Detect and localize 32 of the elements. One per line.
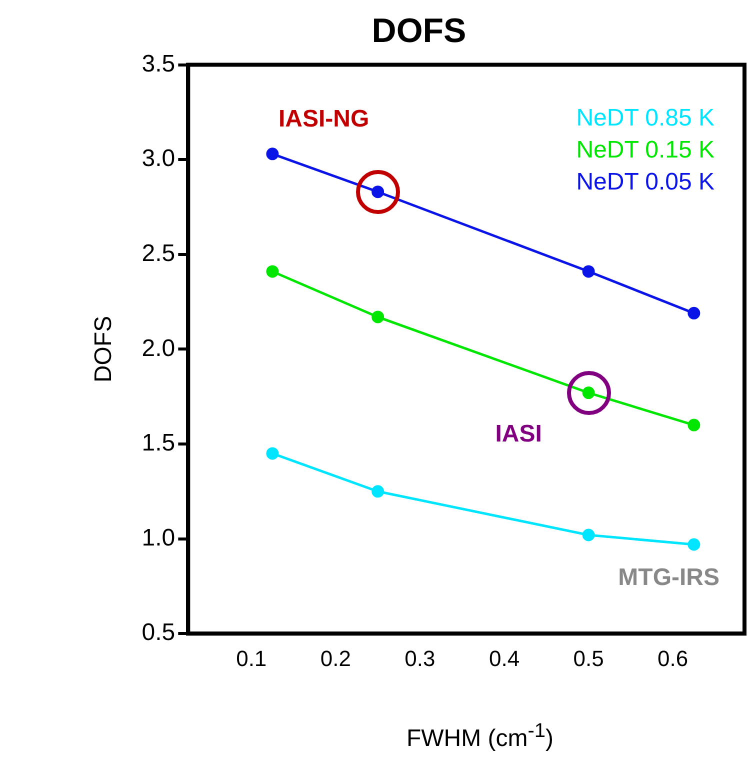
text: NeDT 0.05 K — [576, 168, 714, 196]
point — [266, 148, 279, 160]
annotation: MTG-IRS — [618, 564, 720, 592]
y-tick-label: 0.5 — [142, 619, 176, 646]
x-axis-title: FWHM (cm$^{-1}$) — [405, 720, 555, 753]
point — [688, 418, 700, 432]
point — [372, 485, 384, 498]
chart-title: DOFS — [372, 12, 466, 50]
x-tick-label: 0.5 — [573, 646, 604, 671]
x-tick-label: 0.3 — [404, 646, 436, 671]
point — [688, 306, 700, 320]
y-tick-label: 3.0 — [142, 145, 176, 172]
point — [582, 265, 595, 278]
annotation: IASI-NG — [278, 105, 370, 132]
y-axis-title: DOFS — [90, 316, 118, 383]
y-tick-label: 1.0 — [142, 524, 176, 552]
x-tick-label: 0.4 — [488, 646, 520, 671]
point — [372, 310, 384, 324]
x-tick-label: 0.2 — [320, 646, 351, 671]
x-tick-label: 0.6 — [658, 646, 688, 671]
y-tick-label: 2.0 — [142, 334, 176, 362]
y-tick-label: 3.5 — [142, 50, 176, 78]
x-tick-label: 0.1 — [236, 646, 267, 671]
text: NeDT 0.15 K — [576, 136, 714, 164]
point — [266, 447, 279, 460]
y-tick-label: 1.5 — [142, 430, 176, 457]
point — [582, 528, 595, 542]
point — [688, 538, 700, 551]
text: NeDT 0.85 K — [576, 104, 714, 132]
annotation: IASI — [495, 420, 542, 448]
y-tick-label: 2.5 — [142, 240, 176, 268]
point — [266, 265, 279, 278]
